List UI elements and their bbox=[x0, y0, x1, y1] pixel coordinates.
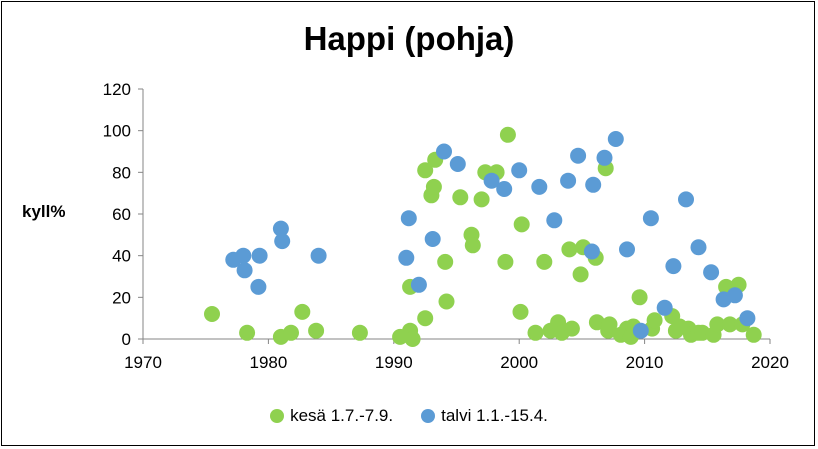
data-point bbox=[513, 216, 530, 233]
data-point bbox=[236, 262, 253, 279]
series-winter bbox=[225, 131, 756, 339]
y-tick-label: 100 bbox=[103, 122, 131, 141]
y-tick-label: 80 bbox=[112, 163, 131, 182]
data-point bbox=[646, 312, 663, 329]
data-point bbox=[656, 299, 673, 316]
data-point bbox=[588, 314, 605, 331]
data-point bbox=[512, 303, 529, 320]
chart-title: Happi (pohja) bbox=[303, 20, 515, 57]
series-summer bbox=[204, 126, 762, 347]
data-point bbox=[452, 189, 469, 206]
data-point bbox=[721, 316, 738, 333]
data-point bbox=[283, 324, 299, 341]
y-tick-label: 20 bbox=[112, 288, 131, 307]
legend-marker bbox=[270, 409, 285, 423]
x-tick-label: 1980 bbox=[249, 353, 287, 372]
data-point bbox=[438, 293, 455, 310]
x-tick-label: 1990 bbox=[375, 353, 413, 372]
data-point bbox=[398, 249, 415, 266]
data-point bbox=[235, 247, 252, 264]
data-point bbox=[251, 247, 268, 264]
data-point bbox=[400, 210, 417, 227]
data-point bbox=[274, 233, 291, 250]
data-point bbox=[596, 149, 613, 166]
data-point bbox=[531, 178, 548, 195]
data-point bbox=[536, 253, 553, 270]
data-point bbox=[294, 303, 311, 320]
data-point bbox=[250, 278, 267, 295]
series-layer bbox=[204, 126, 762, 347]
data-point bbox=[417, 162, 434, 179]
data-point bbox=[497, 253, 514, 270]
y-axis-label: kyll% bbox=[22, 202, 66, 221]
data-point bbox=[437, 253, 454, 270]
data-point bbox=[546, 212, 563, 229]
data-point bbox=[204, 306, 220, 322]
data-point bbox=[690, 239, 707, 256]
data-point bbox=[464, 237, 481, 254]
data-point bbox=[483, 172, 500, 189]
data-point bbox=[511, 162, 528, 179]
data-point bbox=[425, 178, 442, 195]
x-tick-label: 1970 bbox=[124, 353, 162, 372]
data-point bbox=[631, 289, 648, 306]
data-point bbox=[678, 191, 694, 208]
data-point bbox=[583, 243, 600, 260]
data-point bbox=[601, 316, 618, 333]
x-tick-label: 2020 bbox=[751, 353, 789, 372]
data-point bbox=[619, 241, 635, 258]
y-tick-label: 0 bbox=[122, 330, 131, 349]
y-tick-label: 40 bbox=[112, 247, 131, 266]
data-point bbox=[665, 258, 682, 275]
data-point bbox=[424, 231, 441, 247]
data-point bbox=[410, 276, 427, 293]
data-point bbox=[561, 241, 578, 258]
data-point bbox=[585, 176, 602, 193]
data-point bbox=[351, 324, 368, 341]
data-point bbox=[607, 131, 624, 147]
x-tick-label: 2010 bbox=[626, 353, 664, 372]
data-point bbox=[417, 310, 434, 327]
data-point bbox=[499, 126, 516, 143]
data-point bbox=[449, 156, 466, 172]
data-point bbox=[570, 147, 587, 164]
data-point bbox=[563, 320, 580, 337]
data-point bbox=[745, 326, 762, 343]
data-point bbox=[239, 324, 256, 341]
legend-label: talvi 1.1.-15.4. bbox=[441, 406, 548, 425]
legend-item: talvi 1.1.-15.4. bbox=[421, 406, 548, 426]
data-point bbox=[404, 331, 421, 347]
data-point bbox=[739, 310, 756, 327]
data-point bbox=[560, 172, 577, 189]
data-point bbox=[632, 322, 649, 339]
data-point bbox=[272, 220, 289, 237]
y-tick-label: 60 bbox=[112, 205, 131, 224]
legend-marker bbox=[421, 409, 436, 423]
data-point bbox=[436, 143, 452, 160]
data-point bbox=[496, 181, 513, 197]
x-tick-label: 2000 bbox=[500, 353, 538, 372]
data-point bbox=[527, 324, 544, 341]
data-point bbox=[703, 264, 720, 281]
data-point bbox=[726, 287, 743, 304]
data-point bbox=[572, 266, 589, 283]
legend-item: kesä 1.7.-7.9. bbox=[270, 406, 393, 426]
data-point bbox=[642, 210, 659, 227]
data-point bbox=[709, 316, 726, 333]
data-point bbox=[473, 191, 490, 208]
y-tick-label: 120 bbox=[103, 80, 131, 99]
data-point bbox=[308, 322, 325, 339]
legend: kesä 1.7.-7.9. talvi 1.1.-15.4. bbox=[0, 404, 818, 428]
data-point bbox=[310, 247, 327, 264]
legend-label: kesä 1.7.-7.9. bbox=[290, 406, 394, 425]
